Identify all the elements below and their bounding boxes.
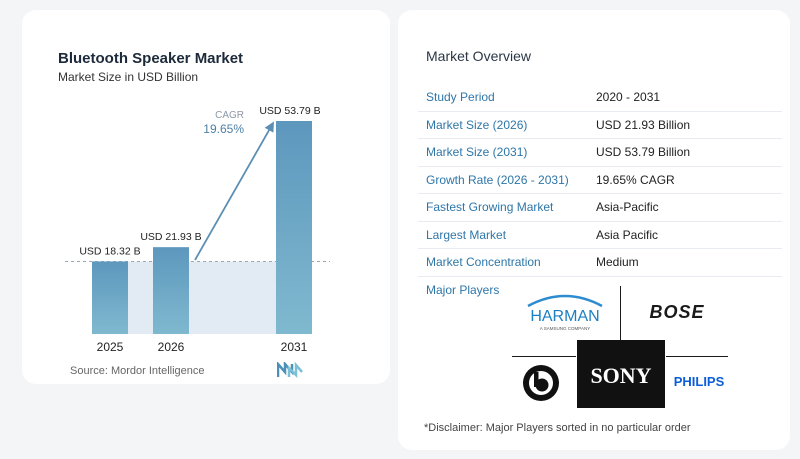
overview-value: Asia-Pacific [596, 193, 782, 222]
x-tick-label: 2026 [158, 340, 185, 354]
x-tick-label: 2031 [281, 340, 308, 354]
cagr-value: 19.65% [203, 122, 244, 136]
sony-logo: SONY [577, 340, 665, 408]
overview-row: Study Period 2020 - 2031 [418, 84, 782, 112]
harman-logo: HARMAN A SAMSUNG COMPANY [527, 294, 603, 331]
overview-value: Asia Pacific [596, 221, 782, 249]
data-label: USD 53.79 B [259, 105, 320, 117]
philips-wordmark: PHILIPS [674, 374, 725, 389]
overview-table: Study Period 2020 - 2031 Market Size (2026… [418, 84, 782, 277]
bar-chart: USD 18.32 B 2025 USD 21.93 B 2026 USD 53.79 … [65, 105, 330, 354]
chart-subtitle: Market Size in USD Billion [58, 70, 199, 84]
divider-line [512, 356, 576, 357]
bar-2025 [92, 261, 128, 334]
harman-arc-icon [527, 294, 603, 308]
major-players-title: Major Players [426, 283, 500, 297]
cagr-arrow [194, 121, 274, 261]
divider-line [666, 356, 728, 357]
beats-logo-icon [523, 365, 559, 401]
overview-value: Medium [596, 248, 782, 277]
disclaimer-text: *Disclaimer: Major Players sorted in no … [424, 422, 691, 434]
mordor-logo-icon [277, 362, 303, 378]
overview-value: 19.65% CAGR [596, 166, 782, 194]
overview-value: 2020 - 2031 [596, 84, 782, 112]
overview-row: Largest Market Asia Pacific [418, 221, 782, 249]
overview-row: Market Size (2026) USD 21.93 Billion [418, 111, 782, 139]
overview-key: Study Period [418, 84, 596, 112]
overview-row: Market Concentration Medium [418, 248, 782, 277]
overview-key: Largest Market [418, 221, 596, 249]
baseline-band [128, 261, 276, 334]
harman-subtitle: A SAMSUNG COMPANY [540, 326, 590, 331]
overview-row: Fastest Growing Market Asia-Pacific [418, 193, 782, 222]
cagr-label: CAGR [215, 110, 244, 121]
source-text: Source: Mordor Intelligence [70, 365, 205, 377]
overview-key: Market Concentration [418, 248, 596, 277]
chart-title: Bluetooth Speaker Market [58, 50, 244, 67]
data-label: USD 18.32 B [79, 245, 140, 257]
bose-wordmark: BOSE [649, 302, 704, 322]
x-tick-label: 2025 [97, 340, 124, 354]
bose-logo: BOSE [629, 296, 725, 328]
overview-key: Growth Rate (2026 - 2031) [418, 166, 596, 194]
overview-value: USD 53.79 Billion [596, 138, 782, 167]
bar-2026 [153, 247, 189, 334]
overview-row: Growth Rate (2026 - 2031) 19.65% CAGR [418, 166, 782, 194]
overview-key: Market Size (2031) [418, 138, 596, 167]
bar-2031 [276, 121, 312, 334]
overview-key: Market Size (2026) [418, 111, 596, 139]
overview-key: Fastest Growing Market [418, 193, 596, 222]
sony-wordmark: SONY [590, 363, 651, 388]
harman-wordmark: HARMAN [530, 308, 599, 325]
overview-title: Market Overview [426, 48, 532, 64]
overview-row: Market Size (2031) USD 53.79 Billion [418, 138, 782, 167]
overview-value: USD 21.93 Billion [596, 111, 782, 139]
philips-logo: PHILIPS [668, 364, 730, 398]
data-label: USD 21.93 B [140, 231, 201, 243]
divider-line [620, 286, 621, 344]
